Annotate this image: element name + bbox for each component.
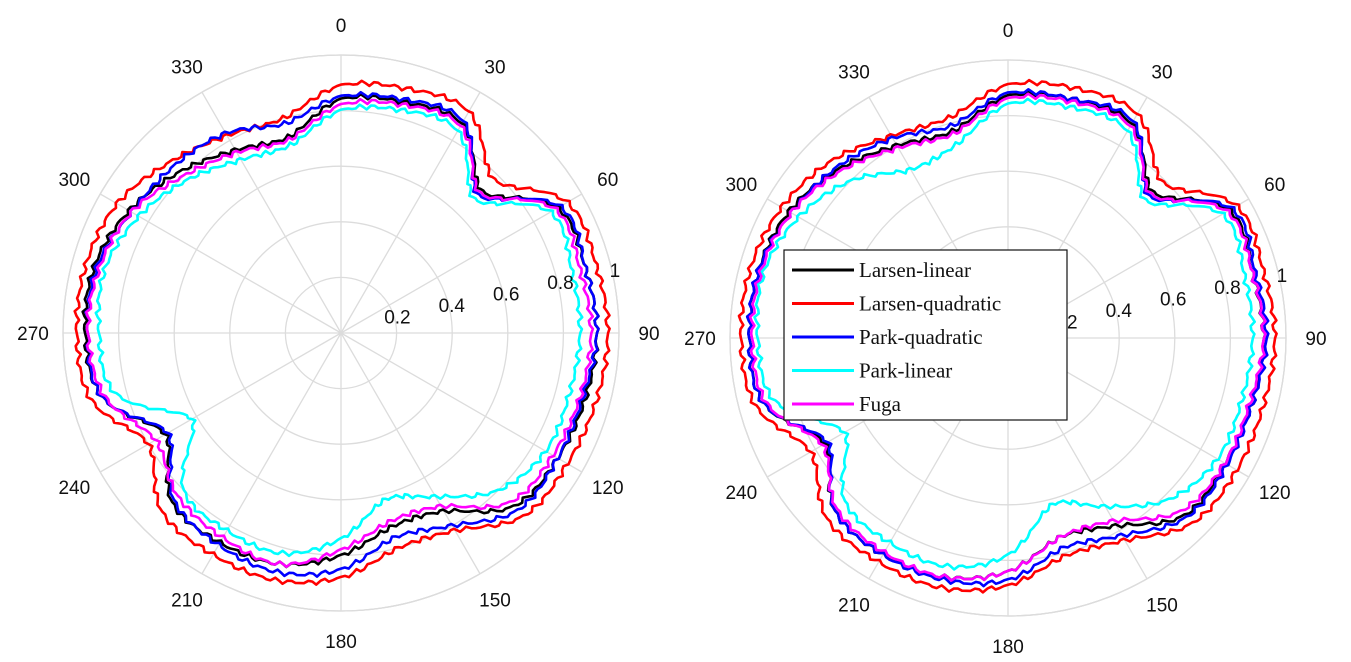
theta-tick-label: 270 [684,329,716,350]
theta-tick-label: 150 [479,591,511,612]
theta-tick-label: 60 [1264,175,1285,196]
theta-tick-label: 90 [1305,329,1326,350]
r-tick-label: 0.4 [1106,301,1133,322]
polar-spoke [201,332,342,575]
r-tick-label: 0.2 [384,307,410,328]
theta-tick-label: 270 [17,324,49,345]
series-line-park-linear [753,97,1256,571]
polar-spoke [201,91,342,334]
theta-tick-label: 300 [725,175,757,196]
polar-spoke [99,193,342,334]
theta-tick-label: 90 [638,324,659,345]
theta-tick-label: 120 [592,478,624,499]
legend-label: Park-quadratic [859,325,983,349]
legend: Larsen-linear Larsen-quadratic Park-quadra… [783,249,1068,421]
theta-tick-label: 210 [838,596,870,617]
series-line-park-linear [94,103,584,558]
series-line-larsen-quadratic [73,79,611,586]
polar-spoke [340,193,583,334]
polar-spoke [340,332,583,473]
legend-label: Park-linear [859,359,952,383]
theta-tick-label: 300 [58,170,90,191]
polar-plot-right: 03060901201501802102402703003300.20.40.6… [684,21,1326,658]
theta-tick-label: 240 [58,478,90,499]
theta-tick-label: 330 [171,57,203,78]
series-line-larsen-linear [81,92,600,569]
r-tick-label: 0.6 [493,284,519,305]
theta-tick-label: 180 [992,637,1024,658]
legend-box [783,249,1068,421]
theta-tick-label: 120 [1259,483,1291,504]
series-line-fuga [85,97,595,569]
series-line-fuga [748,92,1267,582]
legend-label: Larsen-linear [859,258,971,282]
polar-spoke [340,91,481,334]
legend-label: Larsen-quadratic [859,292,1001,316]
polar-spoke [340,332,481,575]
theta-tick-label: 60 [597,170,618,191]
theta-tick-label: 0 [1003,21,1014,42]
series-line-larsen-quadratic [737,78,1278,594]
r-tick-label: 0.8 [1214,278,1240,299]
theta-tick-label: 0 [336,16,347,37]
polar-spoke [99,332,342,473]
theta-tick-label: 210 [171,591,203,612]
r-tick-label: 0.4 [439,296,466,317]
theta-tick-label: 30 [1151,62,1172,83]
theta-tick-label: 150 [1146,596,1178,617]
legend-label: Fuga [859,392,902,416]
r-tick-label: 0.6 [1160,289,1186,310]
polar-plot-left: 0 30 60 90 120 150 180 210 240 270 300 330 0.2 0.4 0.6… [17,16,659,653]
theta-tick-label: 30 [484,57,505,78]
theta-tick-label: 180 [325,632,357,653]
theta-tick-label: 330 [838,62,870,83]
r-tick-label: 1 [1277,266,1288,287]
theta-tick-label: 240 [725,483,757,504]
r-tick-label: 0.8 [547,273,573,294]
r-tick-label: 1 [610,261,621,282]
